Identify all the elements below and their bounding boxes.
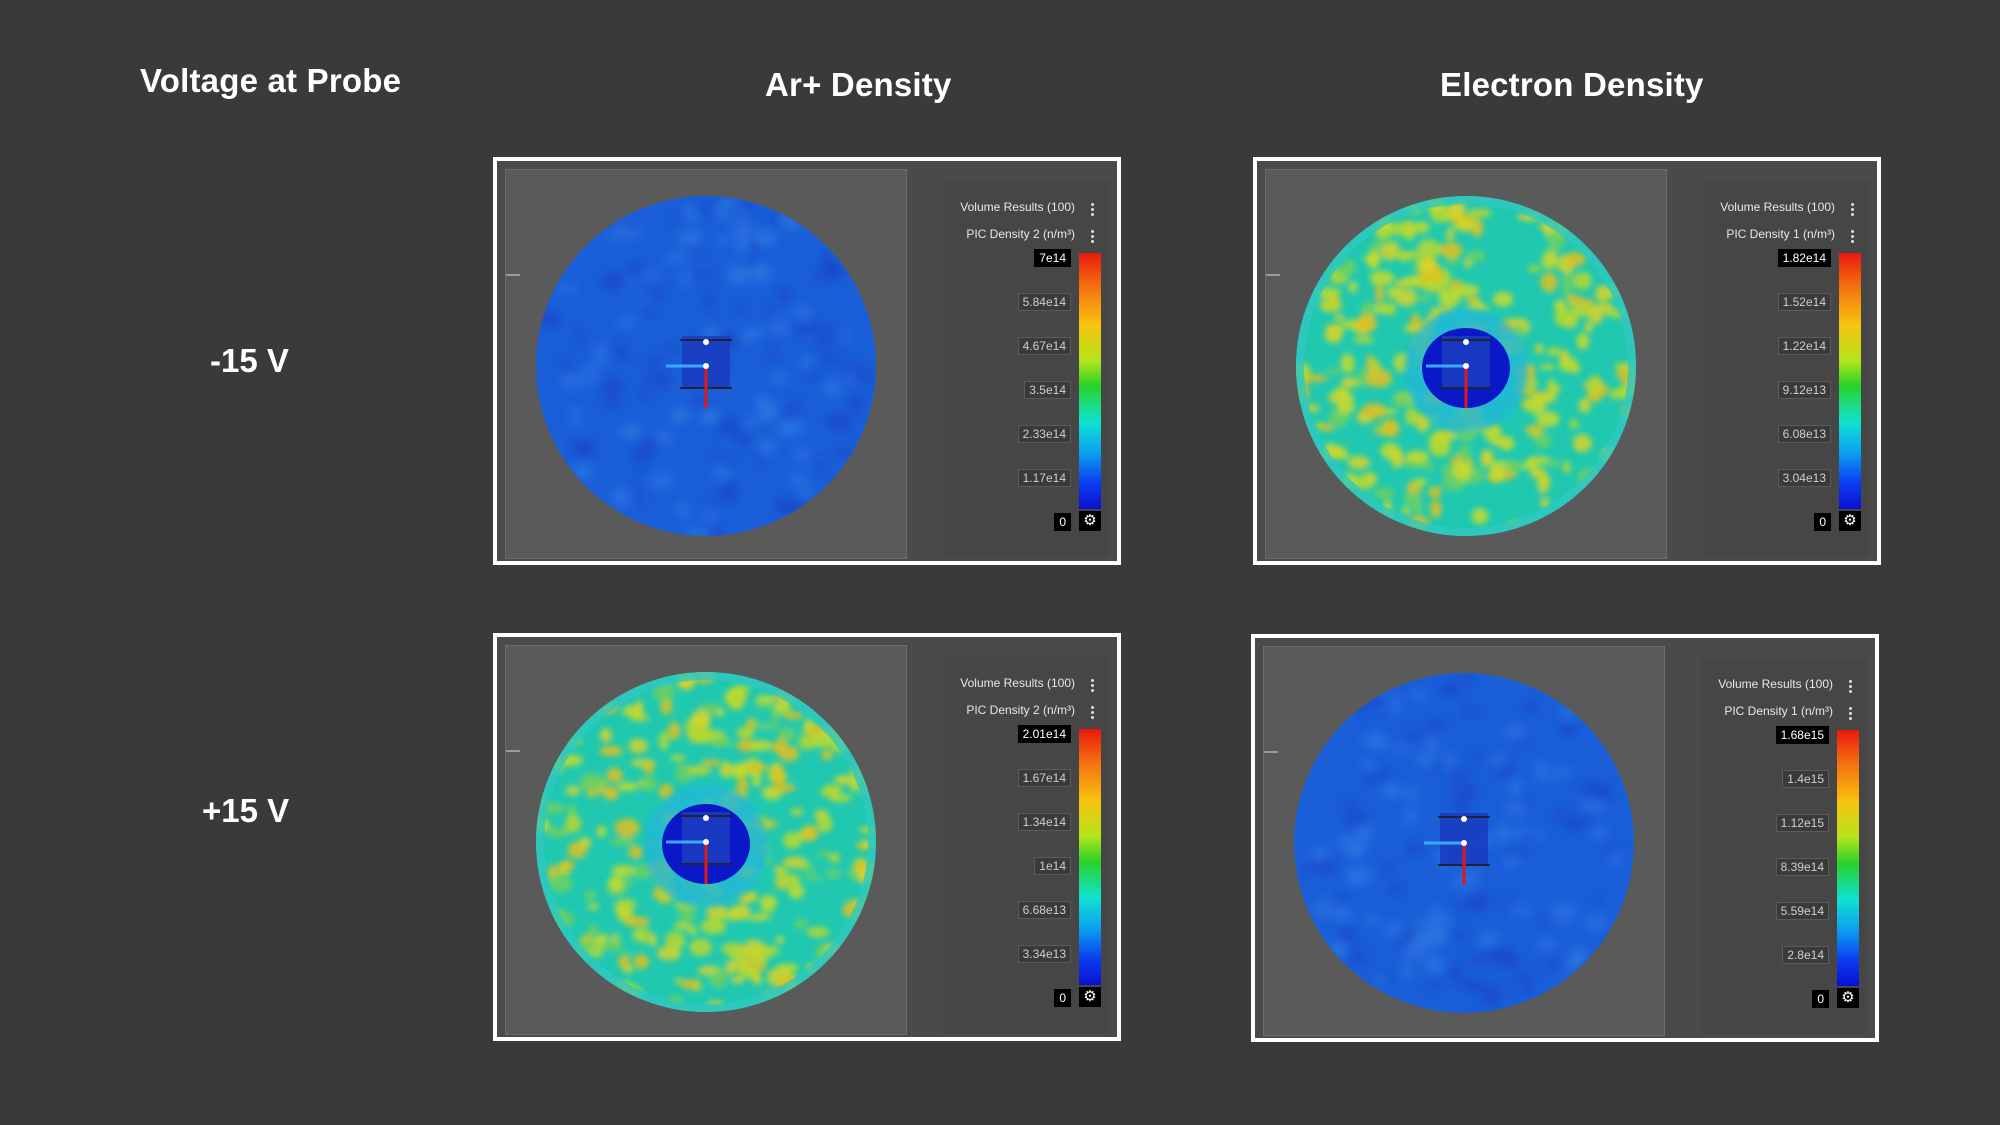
probe-marker <box>703 815 709 821</box>
simulation-viewport[interactable] <box>505 169 907 559</box>
density-field-plot <box>1296 196 1636 536</box>
density-panel-electron-plus15: Volume Results (100) PIC Density 1 (n/m³)… <box>1251 634 1879 1042</box>
probe-marker <box>1461 840 1467 846</box>
simulation-viewport[interactable] <box>1265 169 1667 559</box>
legend-subtitle: PIC Density 1 (n/m³) <box>1726 227 1835 241</box>
colorbar-tick-label: 7e14 <box>1034 249 1071 267</box>
simulation-viewport[interactable] <box>505 645 907 1035</box>
axis-marker <box>506 274 520 276</box>
row-label-plus-15v: +15 V <box>202 792 290 829</box>
gear-icon[interactable]: ⚙ <box>1079 987 1101 1007</box>
colorbar-tick-label: 3.34e13 <box>1017 945 1071 963</box>
colorbar <box>1839 253 1861 509</box>
color-legend: Volume Results (100) PIC Density 2 (n/m³)… <box>943 181 1109 557</box>
legend-subtitle: PIC Density 1 (n/m³) <box>1724 704 1833 718</box>
colorbar <box>1079 729 1101 985</box>
colorbar-tick-label: 1.12e15 <box>1775 814 1829 832</box>
color-legend: Volume Results (100) PIC Density 2 (n/m³)… <box>943 657 1109 1033</box>
legend-title: Volume Results (100) <box>960 200 1075 214</box>
colorbar-tick-label: 1.4e15 <box>1782 770 1829 788</box>
density-field-plot <box>1294 673 1634 1013</box>
probe-marker <box>703 339 709 345</box>
gear-icon[interactable]: ⚙ <box>1837 988 1859 1008</box>
probe-marker <box>1461 816 1467 822</box>
row-label-minus-15v: -15 V <box>210 342 289 379</box>
colorbar-tick-label: 3.04e13 <box>1777 469 1831 487</box>
colorbar-tick-label: 4.67e14 <box>1017 337 1071 355</box>
kebab-menu-icon[interactable] <box>1091 677 1095 694</box>
colorbar-tick-label: 2.01e14 <box>1017 725 1071 743</box>
colorbar-tick-label: 6.08e13 <box>1777 425 1831 443</box>
legend-title: Volume Results (100) <box>960 676 1075 690</box>
kebab-menu-icon[interactable] <box>1091 201 1095 218</box>
colorbar-tick-label: 1.52e14 <box>1777 293 1831 311</box>
axis-marker <box>506 750 520 752</box>
legend-title: Volume Results (100) <box>1718 677 1833 691</box>
color-legend: Volume Results (100) PIC Density 1 (n/m³)… <box>1701 658 1867 1034</box>
colorbar-tick-label: 1.67e14 <box>1017 769 1071 787</box>
colorbar-tick-label: 9.12e13 <box>1777 381 1831 399</box>
colorbar-tick-label: 0 <box>1054 989 1071 1007</box>
density-field-plot <box>536 672 876 1012</box>
gear-icon[interactable]: ⚙ <box>1839 511 1861 531</box>
colorbar-tick-label: 3.5e14 <box>1024 381 1071 399</box>
colorbar-tick-label: 5.84e14 <box>1017 293 1071 311</box>
density-panel-ar-minus15: Volume Results (100) PIC Density 2 (n/m³)… <box>493 157 1121 565</box>
kebab-menu-icon[interactable] <box>1091 704 1095 721</box>
colorbar-tick-label: 8.39e14 <box>1775 858 1829 876</box>
colorbar-tick-label: 1.34e14 <box>1017 813 1071 831</box>
legend-subtitle: PIC Density 2 (n/m³) <box>966 703 1075 717</box>
legend-title: Volume Results (100) <box>1720 200 1835 214</box>
density-panel-electron-minus15: Volume Results (100) PIC Density 1 (n/m³)… <box>1253 157 1881 565</box>
kebab-menu-icon[interactable] <box>1851 201 1855 218</box>
probe-marker <box>703 363 709 369</box>
kebab-menu-icon[interactable] <box>1849 705 1853 722</box>
kebab-menu-icon[interactable] <box>1091 228 1095 245</box>
axis-marker <box>1264 751 1278 753</box>
colorbar-tick-label: 5.59e14 <box>1775 902 1829 920</box>
axis-marker <box>1266 274 1280 276</box>
colorbar-tick-label: 1.68e15 <box>1775 726 1829 744</box>
probe-marker <box>703 839 709 845</box>
kebab-menu-icon[interactable] <box>1849 678 1853 695</box>
row-title: Voltage at Probe <box>140 62 402 99</box>
colorbar-tick-label: 2.33e14 <box>1017 425 1071 443</box>
probe-marker <box>1463 363 1469 369</box>
colorbar-tick-label: 0 <box>1814 513 1831 531</box>
density-texture <box>1294 674 1624 1007</box>
column-title-ar-density: Ar+ Density <box>765 66 952 103</box>
gear-icon[interactable]: ⚙ <box>1079 511 1101 531</box>
colorbar-tick-label: 0 <box>1812 990 1829 1008</box>
colorbar-tick-label: 1.17e14 <box>1017 469 1071 487</box>
colorbar-tick-label: 1e14 <box>1034 857 1071 875</box>
colorbar <box>1837 730 1859 986</box>
column-title-electron-density: Electron Density <box>1440 66 1704 103</box>
color-legend: Volume Results (100) PIC Density 1 (n/m³)… <box>1703 181 1869 557</box>
legend-subtitle: PIC Density 2 (n/m³) <box>966 227 1075 241</box>
colorbar-tick-label: 1.82e14 <box>1777 249 1831 267</box>
colorbar-tick-label: 0 <box>1054 513 1071 531</box>
simulation-viewport[interactable] <box>1263 646 1665 1036</box>
colorbar-tick-label: 6.68e13 <box>1017 901 1071 919</box>
kebab-menu-icon[interactable] <box>1851 228 1855 245</box>
colorbar-tick-label: 2.8e14 <box>1782 946 1829 964</box>
colorbar-tick-label: 1.22e14 <box>1777 337 1831 355</box>
density-field-plot <box>536 196 876 536</box>
density-panel-ar-plus15: Volume Results (100) PIC Density 2 (n/m³)… <box>493 633 1121 1041</box>
probe-marker <box>1463 339 1469 345</box>
density-texture <box>540 196 876 536</box>
colorbar <box>1079 253 1101 509</box>
